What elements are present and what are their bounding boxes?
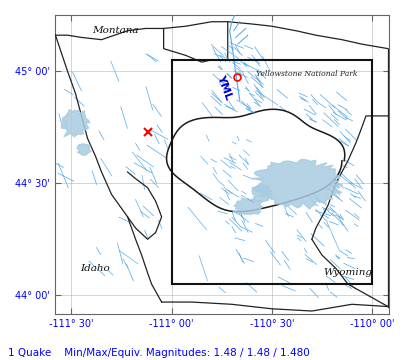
Text: 1 Quake    Min/Max/Equiv. Magnitudes: 1.48 / 1.48 / 1.480: 1 Quake Min/Max/Equiv. Magnitudes: 1.48 … (8, 348, 309, 358)
Polygon shape (251, 185, 272, 202)
Polygon shape (61, 110, 90, 137)
Text: Wyoming: Wyoming (323, 268, 371, 277)
Polygon shape (166, 109, 344, 212)
Polygon shape (252, 159, 342, 209)
Text: YML: YML (215, 73, 233, 101)
Bar (171, 60, 371, 284)
Text: Montana: Montana (92, 26, 139, 35)
Text: Yellowstone National Park: Yellowstone National Park (255, 71, 356, 78)
Text: Idaho: Idaho (81, 264, 110, 273)
Polygon shape (77, 144, 91, 155)
Polygon shape (232, 198, 262, 215)
